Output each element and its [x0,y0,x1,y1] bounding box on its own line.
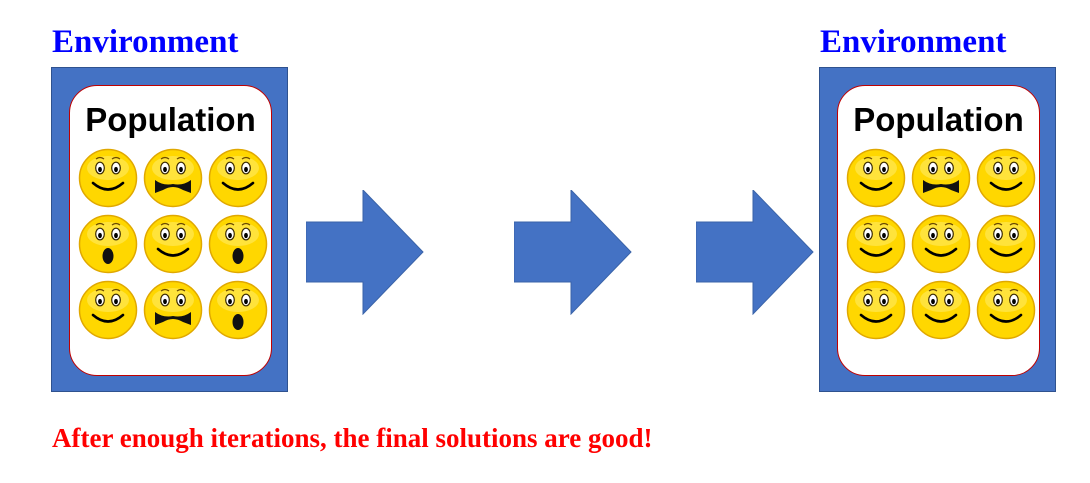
left-environment-title: Environment [52,24,239,60]
mustache-face-icon [911,148,971,208]
surprised-face-icon [208,280,268,340]
right-arrow-icon [696,190,814,315]
smile-face-icon [143,214,203,274]
smile-face-icon [976,148,1036,208]
smile-face-icon [208,148,268,208]
left-population-label: Population [85,101,256,138]
smile-face-icon [78,148,138,208]
smile-face-icon [911,280,971,340]
right-environment-box: Population [819,67,1056,392]
smile-face-icon [846,148,906,208]
smile-face-icon [846,214,906,274]
right-arrow-icon [306,190,424,315]
right-population-panel: Population [837,85,1040,376]
mustache-face-icon [143,148,203,208]
left-population-faces [78,148,268,340]
right-population-label: Population [853,101,1024,138]
right-arrow-icon [514,190,632,315]
left-environment-box: Population [51,67,288,392]
right-environment-title: Environment [820,24,1007,60]
mustache-face-icon [143,280,203,340]
smile-face-icon [976,280,1036,340]
smile-face-icon [976,214,1036,274]
smile-face-icon [846,280,906,340]
left-population-panel: Population [69,85,272,376]
right-population-faces [846,148,1036,340]
smile-face-icon [911,214,971,274]
surprised-face-icon [78,214,138,274]
smile-face-icon [78,280,138,340]
surprised-face-icon [208,214,268,274]
caption: After enough iterations, the final solut… [52,423,653,453]
